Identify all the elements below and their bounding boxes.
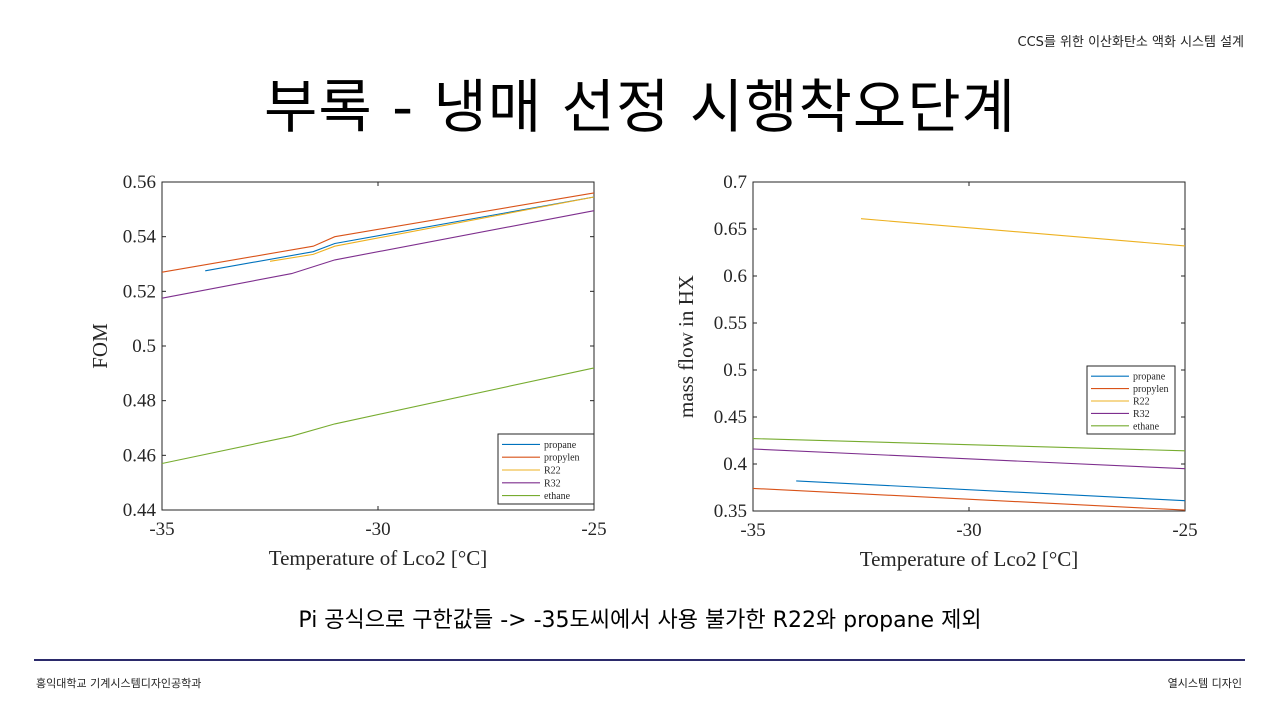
chart2-plot-area	[752, 181, 1186, 512]
slide-caption: Pi 공식으로 구한값들 -> -35도씨에서 사용 불가한 R22와 prop…	[298, 608, 982, 633]
slide-header: CCS를 위한 이산화탄소 액화 시스템 설계	[1017, 35, 1244, 50]
chart1-series-propylen	[161, 192, 595, 273]
chart1-legend-label: ethane	[544, 491, 571, 502]
chart1-legend-label: propane	[544, 440, 577, 451]
chart1-ytick-label: 0.54	[123, 227, 157, 248]
chart2-legend-label: R32	[1133, 409, 1150, 420]
chart1-xtick-label: -25	[581, 519, 606, 540]
chart2-xlabel: Temperature of Lco2 [°C]	[860, 547, 1079, 571]
chart2-xtick-label: -35	[740, 520, 765, 541]
chart2-series-ethane	[752, 438, 1186, 452]
chart2-ytick-label: 0.45	[714, 407, 747, 428]
slide-title: 부록 - 냉매 선정 시행착오단계	[264, 73, 1016, 141]
chart1-ylabel: FOM	[88, 323, 112, 369]
chart1-xtick-label: -30	[365, 519, 390, 540]
chart1-legend-label: R32	[544, 478, 561, 489]
chart2-legend-label: R22	[1133, 397, 1150, 408]
chart2-ytick-label: 0.65	[714, 219, 747, 240]
chart2-series-r32	[752, 448, 1186, 470]
chart2-series-r22	[860, 218, 1186, 247]
chart1-xtick-label: -35	[149, 519, 174, 540]
chart2-ytick-label: 0.7	[723, 172, 747, 193]
chart2-xtick-label: -25	[1172, 520, 1197, 541]
chart1-ytick-label: 0.56	[123, 172, 156, 193]
chart2-ytick-label: 0.35	[714, 501, 747, 522]
chart2-legend-label: propylen	[1133, 384, 1169, 395]
footer-university: 홍익대학교 기계시스템디자인공학과	[36, 677, 202, 690]
chart1-ytick-label: 0.5	[132, 336, 156, 357]
chart1-xlabel: Temperature of Lco2 [°C]	[269, 546, 488, 570]
chart2-ytick-label: 0.4	[723, 454, 747, 475]
chart1-ytick-label: 0.46	[123, 445, 156, 466]
footer-course: 열시스템 디자인	[1167, 677, 1242, 690]
chart-canvas: 0.44 0.46 0.48 0.5 0.52 0.54 0.56 -35 -30 -25 Temp…	[88, 172, 1198, 571]
chart1-series-ethane	[161, 367, 595, 465]
chart2-ytick-label: 0.5	[723, 360, 747, 381]
chart1-legend-box	[497, 433, 595, 505]
chart2-series-propane	[796, 480, 1186, 502]
chart1-series-propane	[205, 196, 595, 272]
chart1-series-r22	[269, 196, 595, 262]
footer-divider	[34, 659, 1245, 661]
chart2-series-propylen	[752, 487, 1186, 511]
chart1-legend-label: R22	[544, 466, 561, 477]
chart2-legend-label: ethane	[1133, 421, 1160, 432]
chart2-ytick-label: 0.6	[723, 266, 747, 287]
chart1-series-r32	[161, 210, 595, 299]
chart1-legend-label: propylen	[544, 453, 580, 464]
chart2-legend-label: propane	[1133, 372, 1166, 383]
chart1-ytick-label: 0.48	[123, 391, 156, 412]
chart2-ylabel: mass flow in HX	[674, 275, 698, 418]
chart1-ytick-label: 0.44	[123, 500, 157, 521]
chart2-ytick-label: 0.55	[714, 313, 747, 334]
chart1-ytick-label: 0.52	[123, 281, 156, 302]
chart2-legend-box	[1086, 365, 1176, 435]
chart2-xtick-label: -30	[956, 520, 981, 541]
